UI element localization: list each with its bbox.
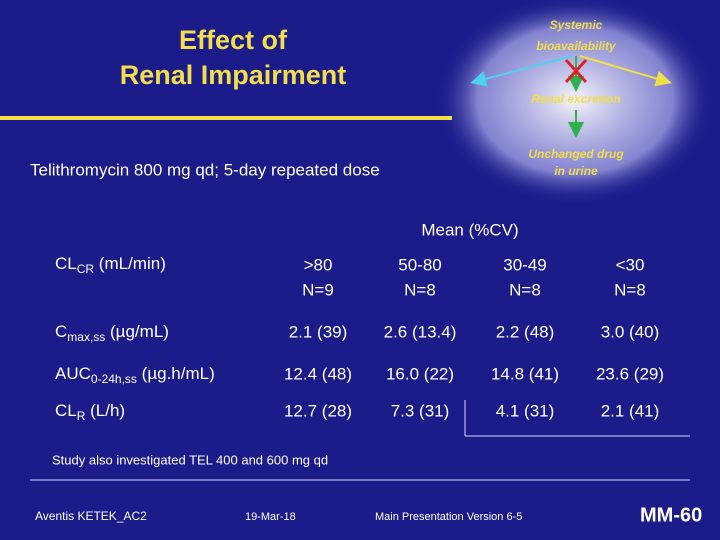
label-sub: R — [77, 409, 86, 423]
column-header: N=8 — [509, 280, 541, 299]
footer-left: Aventis KETEK_AC2 — [35, 509, 147, 523]
footer-date: 19-Mar-18 — [245, 511, 296, 523]
diagram-label: bioavailability — [536, 39, 617, 53]
table-cell: 2.1 (41) — [601, 401, 660, 420]
label-rest: (L/h) — [85, 401, 125, 420]
column-header: N=9 — [302, 280, 334, 299]
label-main: AUC — [55, 364, 91, 383]
label-main: CL — [55, 401, 77, 420]
table-cell: 2.2 (48) — [496, 322, 555, 341]
table-caption: Mean (%CV) — [421, 220, 518, 239]
label-main: CL — [55, 254, 77, 273]
diagram-label: Unchanged drug — [528, 147, 624, 161]
column-header: N=8 — [404, 280, 436, 299]
row-label: CLR (L/h) — [55, 401, 125, 423]
row-label: AUC0-24h,ss (µg.h/mL) — [55, 364, 215, 386]
table-cell: 4.1 (31) — [496, 401, 555, 420]
label-rest: (mL/min) — [94, 254, 166, 273]
label-sub: CR — [77, 262, 95, 276]
title: Renal Impairment — [120, 60, 347, 90]
column-header: N=8 — [614, 280, 646, 299]
label-sub: max,ss — [67, 330, 105, 344]
page-number: MM-60 — [640, 504, 702, 526]
row-label: Cmax,ss (µg/mL) — [55, 322, 169, 344]
table-cell: 16.0 (22) — [386, 364, 454, 383]
column-header: <30 — [616, 255, 645, 274]
table-cell: 12.7 (28) — [284, 401, 352, 420]
cross — [564, 58, 588, 84]
label-sub: 0-24h,ss — [91, 372, 137, 386]
table-cell: 14.8 (41) — [491, 364, 559, 383]
table-cell: 12.4 (48) — [284, 364, 352, 383]
column-header: 50-80 — [398, 255, 441, 274]
glow — [435, 0, 715, 205]
title: Effect of — [179, 25, 288, 55]
label-main: C — [55, 322, 67, 341]
arrow — [579, 55, 672, 87]
subtitle: Telithromycin 800 mg qd; 5-day repeated … — [30, 160, 380, 179]
diagram-label: Renal excretion — [531, 92, 620, 106]
column-header: >80 — [304, 255, 333, 274]
footnote: Study also investigated TEL 400 and 600 … — [52, 452, 328, 467]
footer-center: Main Presentation Version 6-5 — [375, 511, 522, 523]
table-cell: 3.0 (40) — [601, 322, 660, 341]
column-header: 30-49 — [503, 255, 546, 274]
table-cell: 7.3 (31) — [391, 401, 450, 420]
diagram-label: in urine — [554, 164, 598, 178]
table-cell: 2.6 (13.4) — [384, 322, 457, 341]
row-label: CLCR (mL/min) — [55, 254, 166, 276]
arrow — [470, 55, 573, 87]
table-cell: 2.1 (39) — [289, 322, 348, 341]
table-cell: 23.6 (29) — [596, 364, 664, 383]
label-rest: (µg/mL) — [105, 322, 169, 341]
diagram-label: Systemic — [550, 18, 603, 32]
label-rest: (µg.h/mL) — [137, 364, 215, 383]
